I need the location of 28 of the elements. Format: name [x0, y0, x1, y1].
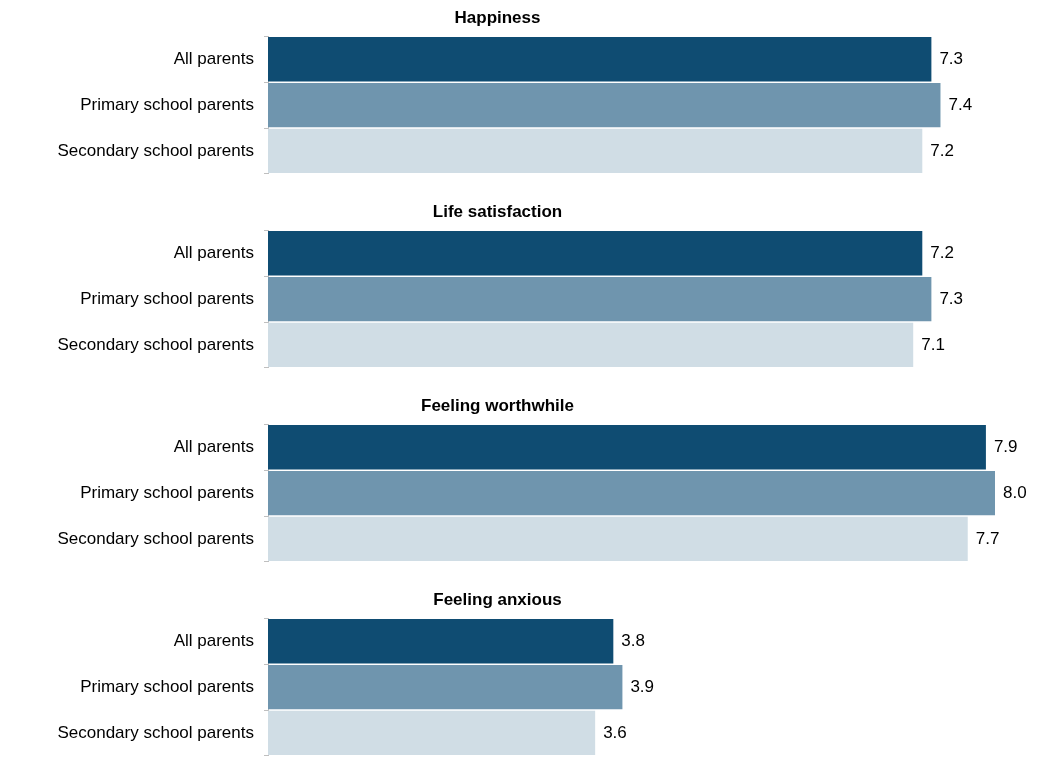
data-label: 7.2 [930, 140, 954, 160]
data-label: 7.4 [948, 94, 973, 114]
y-tick-label: Secondary school parents [57, 334, 254, 354]
chart-title: Life satisfaction [432, 201, 563, 221]
data-label: 7.1 [921, 334, 945, 354]
data-label: 7.3 [939, 288, 964, 308]
data-label: 8.0 [1003, 482, 1027, 502]
data-label: 7.2 [930, 242, 954, 262]
y-tick-label: Secondary school parents [57, 140, 254, 160]
y-tick-label: All parents [173, 48, 254, 68]
data-label: 3.6 [603, 722, 627, 742]
chart-title: Feeling worthwhile [420, 395, 575, 415]
data-label: 3.9 [630, 676, 655, 696]
y-tick-label: Secondary school parents [57, 528, 254, 548]
y-tick-label: All parents [173, 630, 254, 650]
data-label: 7.9 [993, 436, 1018, 456]
chart-title: Happiness [454, 7, 541, 27]
data-label: 7.3 [939, 48, 964, 68]
data-label: 7.7 [975, 528, 1000, 548]
y-tick-label: Secondary school parents [57, 722, 254, 742]
y-tick-label: Primary school parents [80, 676, 254, 696]
y-tick-label: All parents [173, 436, 254, 456]
y-tick-label: Primary school parents [80, 94, 254, 114]
y-tick-label: All parents [173, 242, 254, 262]
data-label: 3.8 [621, 630, 645, 650]
y-tick-label: Primary school parents [80, 482, 254, 502]
chart-title: Feeling anxious [433, 589, 562, 609]
y-tick-label: Primary school parents [80, 288, 254, 308]
